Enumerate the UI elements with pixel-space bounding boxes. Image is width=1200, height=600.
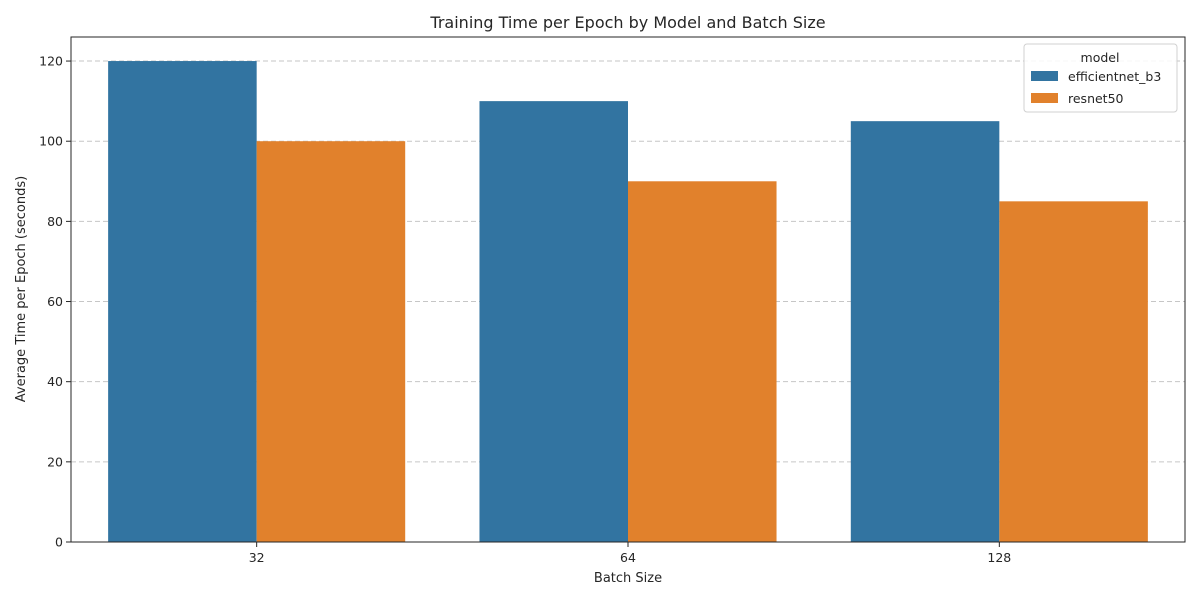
legend-box bbox=[1023, 43, 1178, 113]
legend-label-efficientnet_b3: efficientnet_b3 bbox=[1068, 69, 1161, 84]
y-tick-label-0: 0 bbox=[55, 535, 63, 550]
bar-efficientnet_b3-32 bbox=[108, 61, 257, 543]
x-tick-label-64: 64 bbox=[620, 550, 636, 565]
legend-swatch-resnet50 bbox=[1031, 93, 1058, 103]
y-tick-label-60: 60 bbox=[47, 294, 63, 309]
bar-efficientnet_b3-64 bbox=[479, 101, 628, 542]
legend: model efficientnet_b3 resnet50 bbox=[1023, 43, 1178, 113]
bar-resnet50-128 bbox=[999, 201, 1148, 543]
bars bbox=[108, 61, 1148, 543]
y-tick-label-120: 120 bbox=[39, 54, 63, 69]
bar-resnet50-32 bbox=[256, 141, 406, 542]
bar-efficientnet_b3-128 bbox=[850, 121, 1000, 543]
y-axis-label: Average Time per Epoch (seconds) bbox=[14, 176, 29, 402]
y-axis-ticks: 0 20 40 60 80 100 120 bbox=[39, 54, 71, 550]
legend-title: model bbox=[1081, 50, 1120, 65]
x-tick-label-128: 128 bbox=[987, 550, 1011, 565]
x-axis-label: Batch Size bbox=[594, 571, 662, 586]
y-tick-label-100: 100 bbox=[39, 134, 63, 149]
bar-resnet50-64 bbox=[628, 181, 777, 543]
y-tick-label-80: 80 bbox=[47, 214, 63, 229]
legend-swatch-efficientnet_b3 bbox=[1031, 71, 1058, 81]
y-tick-label-40: 40 bbox=[47, 374, 63, 389]
legend-label-resnet50: resnet50 bbox=[1068, 91, 1124, 106]
x-axis-ticks: 32 64 128 bbox=[249, 542, 1011, 565]
x-tick-label-32: 32 bbox=[249, 550, 265, 565]
chart-title: Training Time per Epoch by Model and Bat… bbox=[429, 13, 825, 32]
y-tick-label-20: 20 bbox=[47, 454, 63, 469]
